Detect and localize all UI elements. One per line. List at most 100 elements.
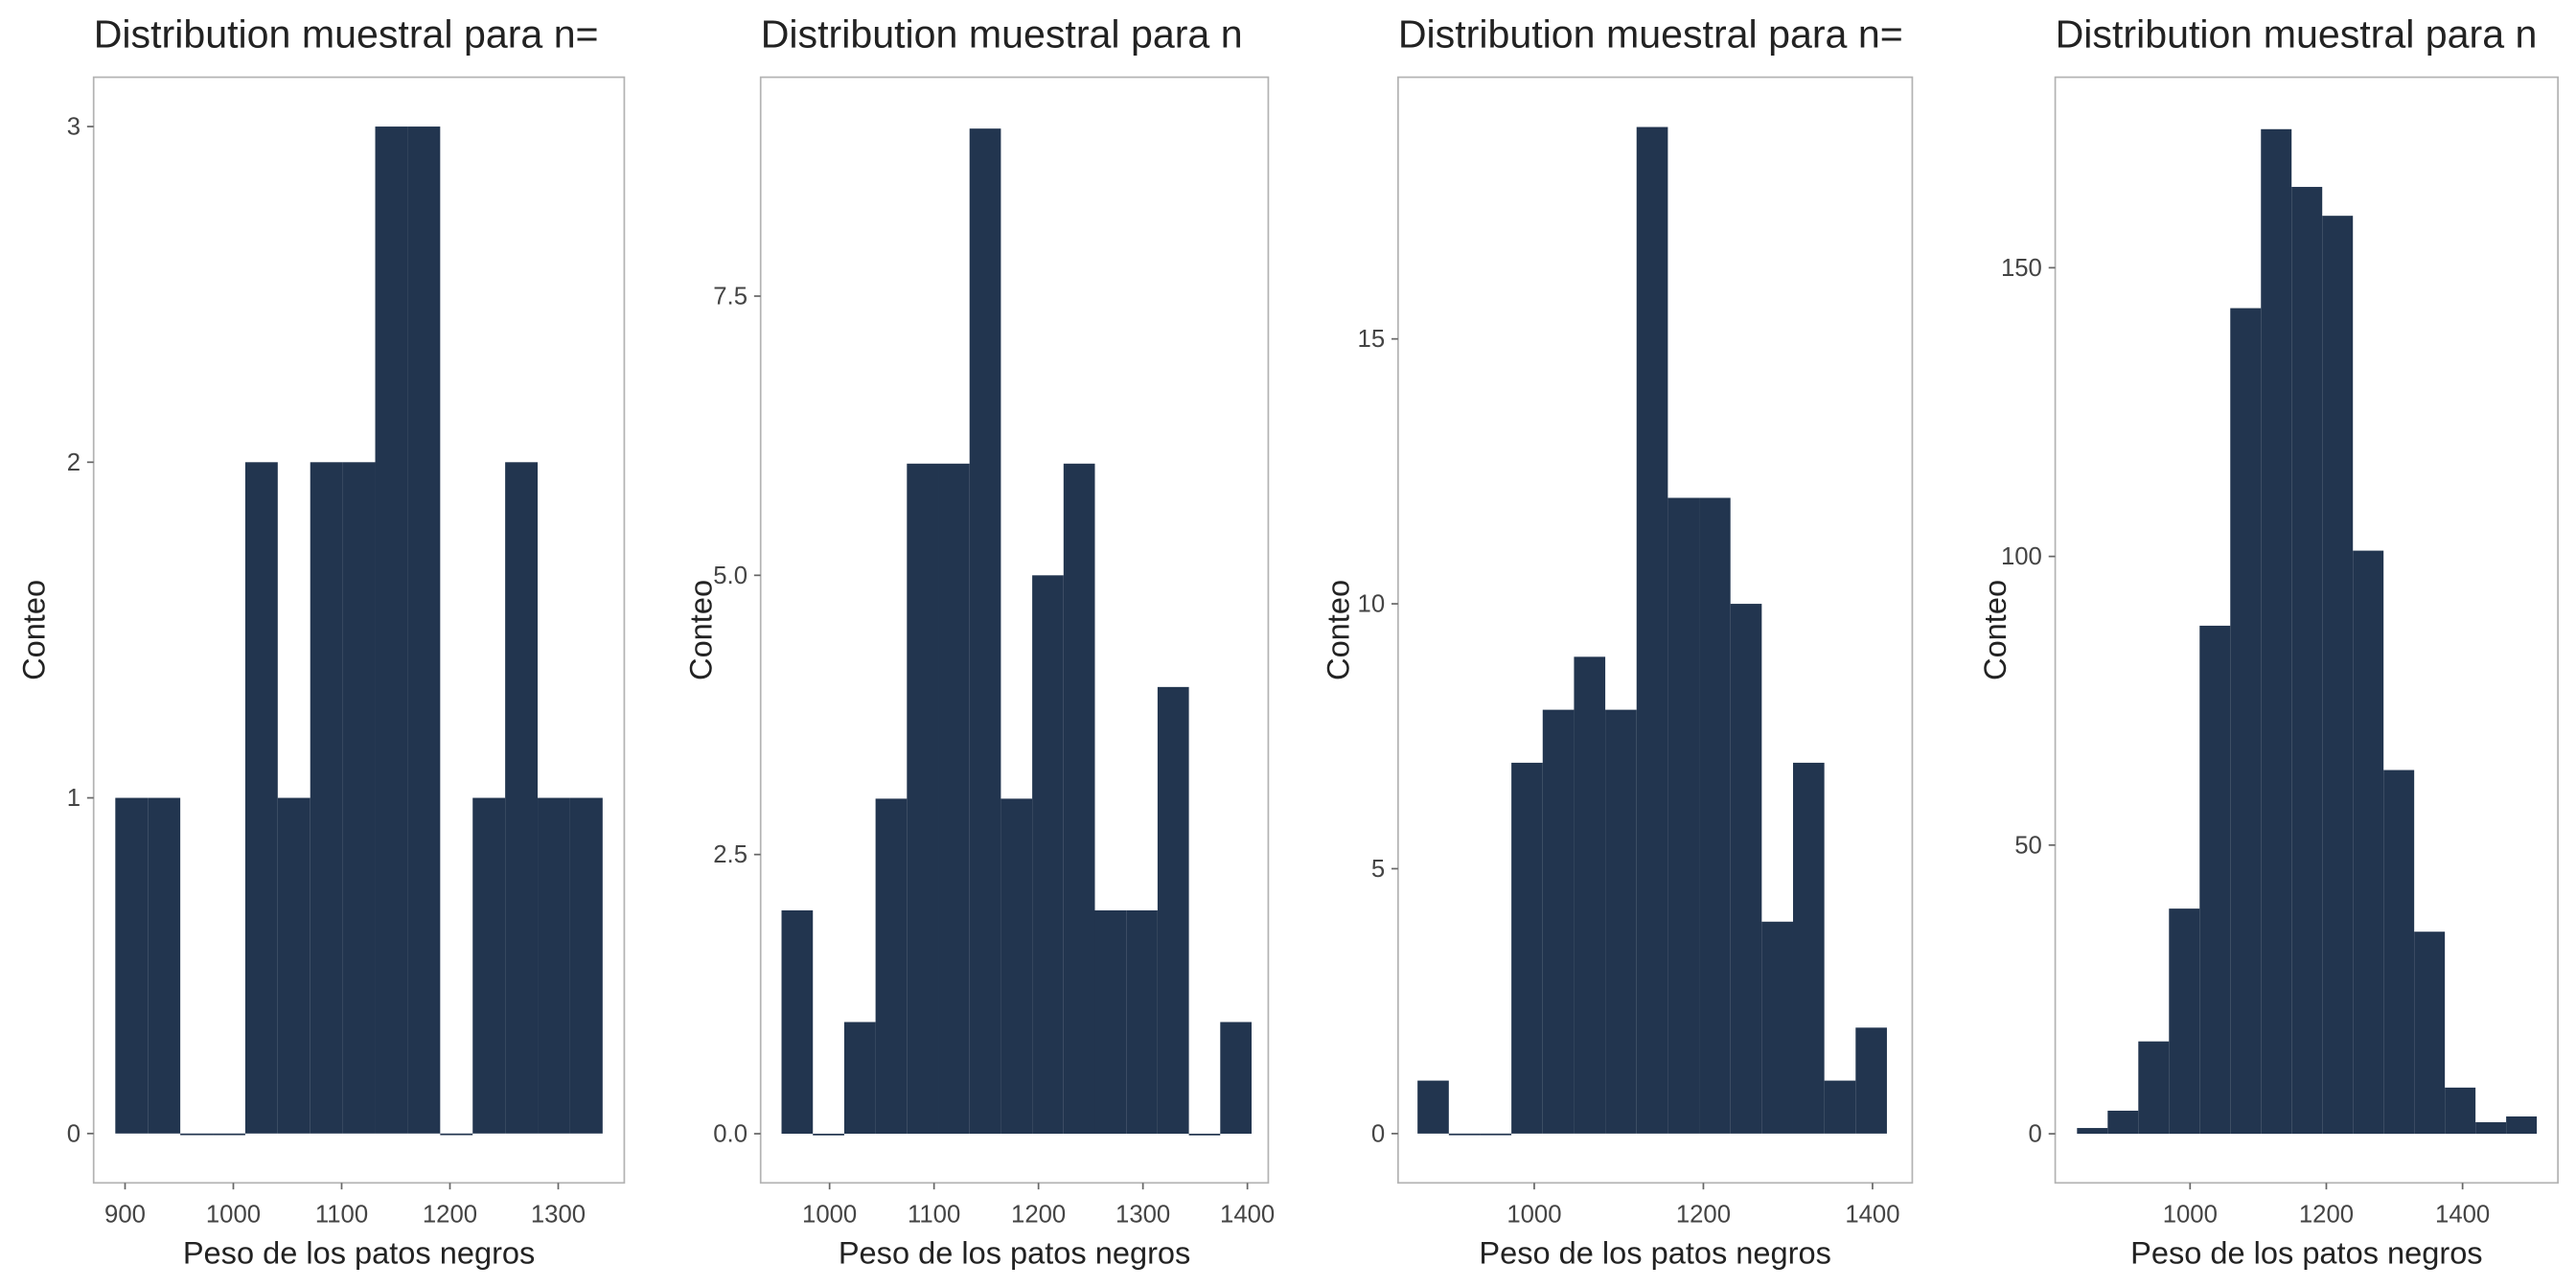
y-tick-label: 0 [67, 1120, 80, 1147]
bar [1480, 1133, 1512, 1136]
bar [1094, 909, 1127, 1135]
bar [148, 797, 181, 1134]
bar [2230, 308, 2262, 1135]
bar [2077, 1128, 2108, 1135]
bar [277, 797, 310, 1134]
y-tick-label: 100 [2001, 543, 2042, 570]
bar [1188, 1134, 1221, 1136]
plot-frame [92, 76, 626, 1184]
x-tick-label: 1300 [531, 1201, 586, 1228]
x-tick-label: 1200 [1011, 1201, 1066, 1228]
x-tick-label: 1400 [1845, 1201, 1899, 1228]
bar [1761, 921, 1793, 1134]
bar [569, 797, 603, 1134]
bar [472, 797, 506, 1134]
bar [342, 462, 376, 1134]
y-axis-title: Conteo [683, 580, 718, 680]
bar [2414, 932, 2446, 1135]
bar [440, 1133, 473, 1136]
bar [2291, 187, 2323, 1135]
y-tick-label: 50 [2014, 832, 2042, 859]
bar [1605, 709, 1637, 1134]
y-tick-label: 2.5 [713, 841, 748, 868]
bar [1220, 1022, 1252, 1135]
bar [244, 462, 278, 1134]
x-axis-title: Peso de los patos negros [183, 1235, 535, 1270]
bar [875, 798, 908, 1135]
bar [1511, 762, 1543, 1134]
x-tick-label: 1000 [2163, 1201, 2218, 1228]
bar [2475, 1122, 2507, 1135]
x-tick-label: 1000 [206, 1201, 261, 1228]
bar [938, 463, 970, 1135]
chart-title: Distribution muestral para n= [94, 12, 599, 57]
x-tick-label: 900 [104, 1201, 146, 1228]
bar [1824, 1080, 1856, 1134]
bar [1063, 463, 1095, 1135]
bar [843, 1022, 876, 1135]
x-tick-label: 1100 [908, 1201, 960, 1228]
bar [1448, 1133, 1481, 1136]
y-tick-label: 0 [1371, 1120, 1385, 1147]
bar [310, 462, 343, 1134]
bar [1417, 1080, 1449, 1134]
bar [907, 463, 939, 1135]
bar [2138, 1041, 2170, 1135]
bar [813, 1134, 844, 1136]
x-tick-label: 1000 [802, 1201, 857, 1228]
y-axis-title: Conteo [1978, 580, 2012, 680]
bar [1636, 126, 1668, 1134]
x-axis-title: Peso de los patos negros [2130, 1235, 2482, 1270]
y-tick-label: 5 [1371, 856, 1385, 883]
chart-title: Distribution muestral para n [2056, 12, 2538, 57]
plot-frame [1397, 76, 1914, 1184]
x-axis-title: Peso de los patos negros [839, 1235, 1190, 1270]
bar [115, 797, 149, 1134]
x-tick-label: 1300 [1116, 1201, 1170, 1228]
y-tick-label: 7.5 [713, 284, 748, 310]
bar [1000, 798, 1033, 1135]
y-axis-title: Conteo [16, 580, 51, 680]
chart-title: Distribution muestral para n= [1398, 12, 1903, 57]
bar [1157, 686, 1189, 1135]
bar [969, 128, 1001, 1135]
bar [2169, 908, 2200, 1135]
y-tick-label: 0 [2029, 1121, 2042, 1148]
bar [505, 462, 539, 1134]
bar [1574, 656, 1606, 1134]
x-tick-label: 1400 [1220, 1201, 1275, 1228]
x-axis-title: Peso de los patos negros [1479, 1235, 1830, 1270]
bar [781, 909, 814, 1135]
bar [180, 1133, 214, 1136]
x-tick-label: 1100 [315, 1201, 368, 1228]
bar [2383, 770, 2415, 1135]
bar [1855, 1027, 1887, 1134]
y-tick-label: 1 [67, 785, 80, 812]
x-tick-label: 1200 [423, 1201, 477, 1228]
bar [407, 126, 441, 1134]
y-tick-label: 0.0 [713, 1121, 748, 1148]
y-axis-title: Conteo [1321, 580, 1355, 680]
y-tick-label: 2 [67, 449, 80, 476]
bar [2107, 1110, 2139, 1135]
bar [2261, 128, 2292, 1135]
bar [2353, 550, 2384, 1135]
bar [2506, 1116, 2538, 1135]
bar [1668, 497, 1700, 1134]
plot-frame [759, 76, 1270, 1184]
bar [2322, 216, 2354, 1135]
y-tick-label: 10 [1358, 591, 1386, 618]
y-tick-label: 150 [2001, 255, 2042, 282]
chart-title: Distribution muestral para n [761, 12, 1243, 57]
y-tick-label: 3 [67, 114, 80, 141]
plot-frame [2054, 76, 2559, 1184]
bar [213, 1133, 245, 1136]
y-tick-label: 15 [1358, 326, 1386, 353]
bar [2199, 625, 2231, 1135]
bar [2445, 1087, 2476, 1135]
x-tick-label: 1200 [1676, 1201, 1731, 1228]
y-tick-label: 5.0 [713, 563, 748, 589]
bar [1126, 909, 1158, 1135]
bar [538, 797, 570, 1134]
